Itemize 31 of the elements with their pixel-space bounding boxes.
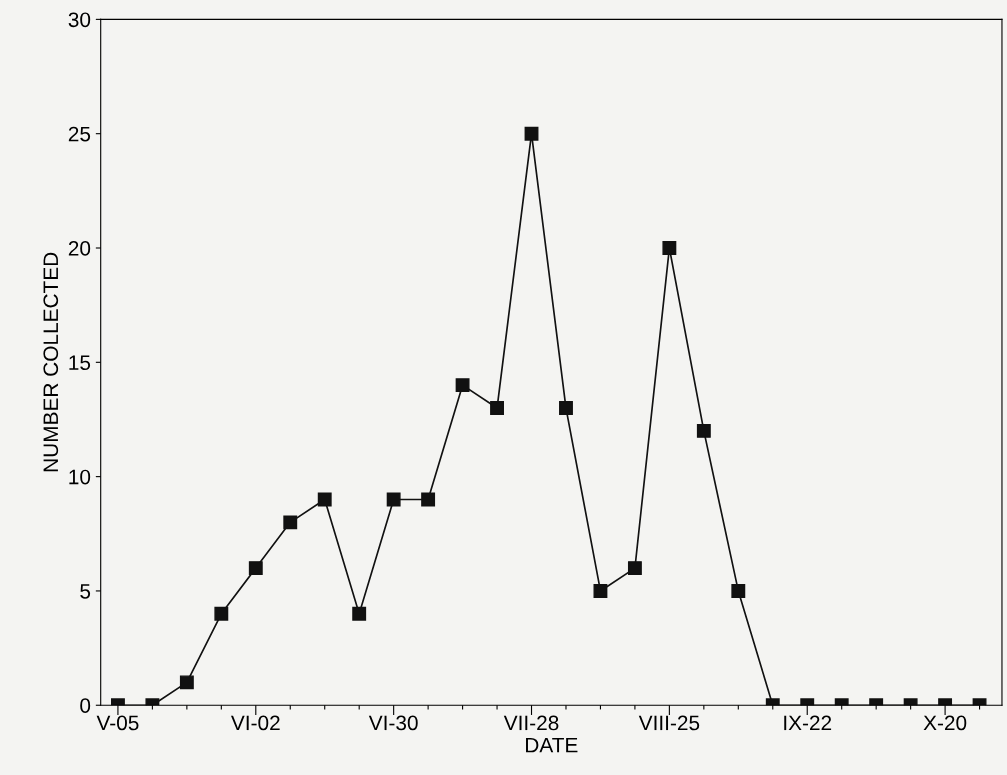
point <box>662 241 677 255</box>
x-tick-label: IX-22 <box>784 715 832 731</box>
x-tick-label: V-05 <box>96 715 139 731</box>
y-tick-label: 15 <box>69 355 91 371</box>
point <box>696 423 711 438</box>
x-tick-label: X-20 <box>923 715 967 731</box>
x-tick-label: VII-28 <box>503 715 559 731</box>
point <box>627 561 642 576</box>
point <box>559 401 573 415</box>
y-tick-label: 20 <box>68 241 91 256</box>
x-tick-label: VIII-25 <box>638 715 700 731</box>
point <box>490 401 504 415</box>
y-tick-label: 10 <box>69 469 91 485</box>
point <box>283 515 298 530</box>
x-axis-title: DATE <box>526 737 578 753</box>
y-tick-label: 5 <box>80 584 91 599</box>
y-tick-label: 0 <box>80 698 91 713</box>
y-tick-label: 30 <box>68 12 91 28</box>
y-axis-title: NUMBER COLLECTED <box>43 252 59 472</box>
point <box>352 606 367 621</box>
point <box>248 561 263 576</box>
point <box>455 378 470 393</box>
point <box>317 492 332 507</box>
point <box>593 583 608 598</box>
x-tick-label: VI-02 <box>230 715 280 731</box>
point <box>421 492 436 507</box>
x-tick-label: VI-30 <box>368 715 418 731</box>
point <box>386 492 401 507</box>
y-tick-label: 25 <box>68 126 91 142</box>
point <box>731 583 746 598</box>
point <box>214 606 229 621</box>
